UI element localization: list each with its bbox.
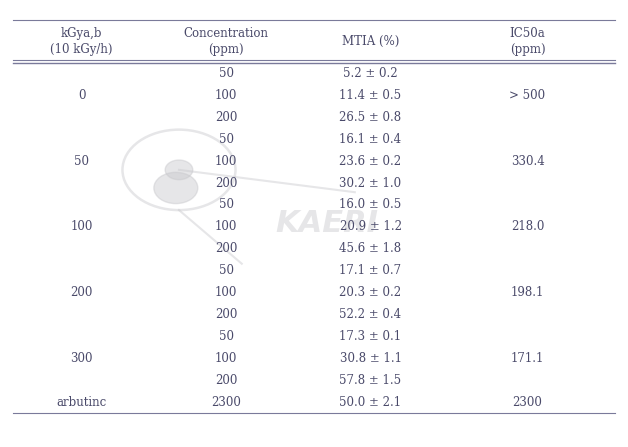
Text: 330.4: 330.4 [511, 155, 544, 168]
Text: 30.2 ± 1.0: 30.2 ± 1.0 [340, 177, 401, 190]
Text: 50: 50 [74, 155, 89, 168]
Text: 200: 200 [215, 374, 237, 387]
Text: 171.1: 171.1 [511, 352, 544, 365]
Text: 200: 200 [215, 242, 237, 255]
Text: 16.1 ± 0.4: 16.1 ± 0.4 [340, 133, 401, 146]
Text: 17.1 ± 0.7: 17.1 ± 0.7 [340, 264, 401, 277]
Text: IC50a
(ppm): IC50a (ppm) [510, 27, 545, 56]
Text: 218.0: 218.0 [511, 220, 544, 233]
Text: 23.6 ± 0.2: 23.6 ± 0.2 [340, 155, 401, 168]
Text: 50: 50 [219, 198, 234, 211]
Text: 200: 200 [215, 177, 237, 190]
Text: 100: 100 [215, 352, 237, 365]
Text: 0: 0 [78, 89, 85, 102]
Text: 50: 50 [219, 264, 234, 277]
Text: 45.6 ± 1.8: 45.6 ± 1.8 [340, 242, 401, 255]
Text: 2300: 2300 [512, 396, 543, 409]
Text: 20.9 ± 1.2: 20.9 ± 1.2 [340, 220, 401, 233]
Text: KAERI: KAERI [275, 209, 378, 238]
Circle shape [154, 173, 198, 204]
Text: 5.2 ± 0.2: 5.2 ± 0.2 [344, 67, 398, 80]
Text: 30.8 ± 1.1: 30.8 ± 1.1 [340, 352, 401, 365]
Circle shape [165, 160, 193, 180]
Text: 2300: 2300 [211, 396, 241, 409]
Text: 100: 100 [215, 220, 237, 233]
Text: kGya,b
(10 kGy/h): kGya,b (10 kGy/h) [50, 27, 113, 56]
Text: 198.1: 198.1 [511, 286, 544, 299]
Text: 26.5 ± 0.8: 26.5 ± 0.8 [340, 111, 401, 124]
Text: 50.0 ± 2.1: 50.0 ± 2.1 [340, 396, 401, 409]
Text: > 500: > 500 [509, 89, 546, 102]
Text: 100: 100 [215, 155, 237, 168]
Text: 11.4 ± 0.5: 11.4 ± 0.5 [340, 89, 401, 102]
Text: 52.2 ± 0.4: 52.2 ± 0.4 [340, 308, 401, 321]
Text: 20.3 ± 0.2: 20.3 ± 0.2 [340, 286, 401, 299]
Text: 57.8 ± 1.5: 57.8 ± 1.5 [340, 374, 401, 387]
Text: 300: 300 [70, 352, 93, 365]
Text: 16.0 ± 0.5: 16.0 ± 0.5 [339, 198, 402, 211]
Text: MTIA (%): MTIA (%) [342, 35, 399, 48]
Text: 200: 200 [215, 111, 237, 124]
Text: 200: 200 [215, 308, 237, 321]
Text: 50: 50 [219, 133, 234, 146]
Text: arbutinc: arbutinc [57, 396, 107, 409]
Text: Concentration
(ppm): Concentration (ppm) [183, 27, 269, 56]
Text: 200: 200 [70, 286, 93, 299]
Text: 50: 50 [219, 330, 234, 343]
Text: 100: 100 [70, 220, 93, 233]
Text: 17.3 ± 0.1: 17.3 ± 0.1 [340, 330, 401, 343]
Text: 50: 50 [219, 67, 234, 80]
Text: 100: 100 [215, 286, 237, 299]
Text: 100: 100 [215, 89, 237, 102]
